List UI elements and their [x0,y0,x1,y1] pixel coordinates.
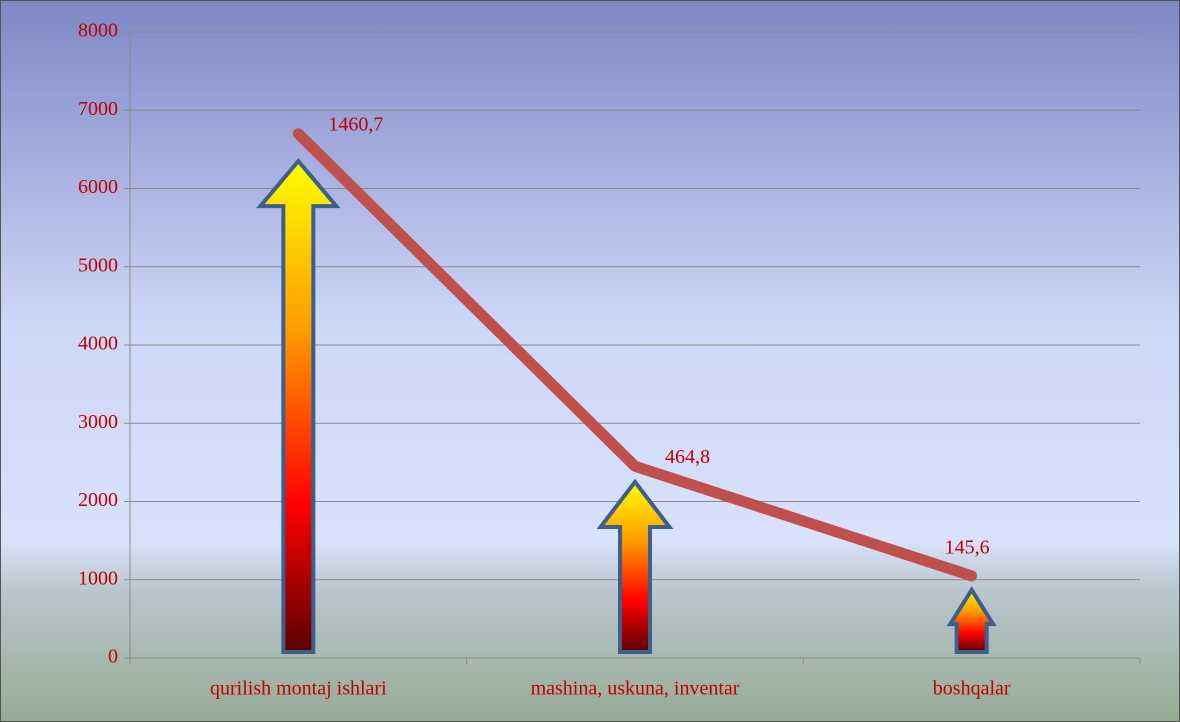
x-tick-label: mashina, uskuna, inventar [531,678,740,700]
y-tick-label: 0 [108,646,118,668]
annotation: 145,6 [945,536,990,558]
y-tick-label: 5000 [78,254,118,276]
y-tick-label: 3000 [78,411,118,433]
y-tick-label: 4000 [78,333,118,355]
line [292,128,978,582]
arrow-bar [256,158,341,654]
y-tick-label: 8000 [78,20,118,42]
y-tick-label: 6000 [78,176,118,198]
x-tick-label: boshqalar [933,678,1011,700]
y-tick-label: 7000 [78,98,118,120]
y-tick-label: 1000 [78,567,118,589]
annotation: 1460,7 [328,113,383,135]
annotation: 464,8 [665,446,710,468]
arrow-bar [946,586,997,654]
arrow-bar [596,478,674,654]
y-tick-label: 2000 [78,489,118,511]
x-tick-label: qurilish montaj ishlari [210,678,387,700]
